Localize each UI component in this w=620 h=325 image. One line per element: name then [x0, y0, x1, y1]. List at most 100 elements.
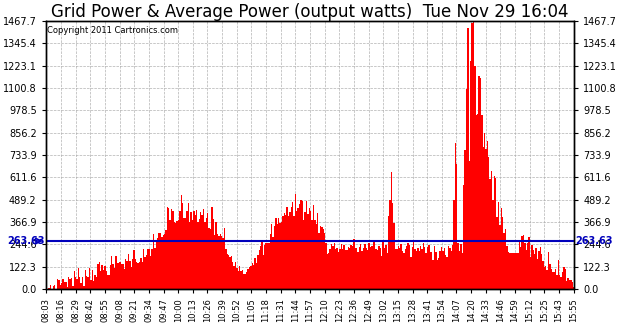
Bar: [481, 115, 482, 289]
Bar: [58, 280, 60, 289]
Bar: [122, 264, 123, 289]
Bar: [570, 280, 572, 289]
Bar: [288, 216, 289, 289]
Bar: [144, 257, 146, 289]
Bar: [210, 229, 211, 289]
Bar: [399, 248, 401, 289]
Bar: [247, 269, 249, 289]
Bar: [353, 239, 355, 289]
Bar: [177, 220, 178, 289]
Bar: [381, 256, 383, 289]
Bar: [92, 270, 93, 289]
Bar: [166, 230, 167, 289]
Bar: [226, 254, 228, 289]
Bar: [260, 246, 261, 289]
Bar: [371, 246, 373, 289]
Bar: [436, 260, 438, 289]
Bar: [139, 262, 140, 289]
Bar: [149, 249, 150, 289]
Bar: [97, 264, 99, 289]
Bar: [403, 253, 405, 289]
Bar: [432, 260, 434, 289]
Bar: [463, 185, 464, 289]
Bar: [498, 202, 499, 289]
Bar: [453, 200, 454, 289]
Bar: [292, 202, 293, 289]
Bar: [531, 245, 533, 289]
Bar: [254, 258, 255, 289]
Bar: [147, 249, 149, 289]
Bar: [142, 262, 143, 289]
Bar: [460, 243, 462, 289]
Bar: [126, 261, 128, 289]
Bar: [228, 255, 229, 289]
Bar: [300, 200, 302, 289]
Bar: [178, 220, 179, 289]
Bar: [234, 266, 235, 289]
Bar: [214, 235, 215, 289]
Bar: [252, 263, 253, 289]
Bar: [510, 253, 512, 289]
Bar: [423, 243, 424, 289]
Bar: [206, 217, 207, 289]
Bar: [549, 264, 551, 289]
Bar: [497, 217, 498, 289]
Bar: [367, 250, 368, 289]
Bar: [272, 238, 274, 289]
Bar: [63, 280, 64, 289]
Bar: [156, 241, 157, 289]
Bar: [306, 202, 308, 289]
Bar: [509, 253, 510, 289]
Bar: [237, 271, 239, 289]
Bar: [420, 246, 422, 289]
Bar: [151, 249, 153, 289]
Bar: [560, 277, 562, 289]
Bar: [505, 229, 506, 289]
Bar: [280, 223, 281, 289]
Bar: [281, 222, 282, 289]
Bar: [396, 249, 397, 289]
Bar: [100, 271, 101, 289]
Bar: [499, 225, 500, 289]
Bar: [164, 234, 166, 289]
Bar: [103, 270, 104, 289]
Bar: [157, 239, 158, 289]
Bar: [324, 233, 326, 289]
Bar: [293, 216, 294, 289]
Bar: [438, 258, 440, 289]
Bar: [332, 246, 334, 289]
Bar: [71, 278, 72, 289]
Bar: [160, 233, 161, 289]
Text: Copyright 2011 Cartronics.com: Copyright 2011 Cartronics.com: [46, 26, 178, 35]
Bar: [343, 245, 345, 289]
Bar: [94, 275, 95, 289]
Bar: [132, 259, 133, 289]
Bar: [559, 275, 560, 289]
Bar: [487, 141, 488, 289]
Bar: [257, 255, 259, 289]
Bar: [441, 247, 442, 289]
Bar: [235, 262, 236, 289]
Bar: [189, 222, 190, 289]
Bar: [427, 247, 428, 289]
Bar: [108, 275, 110, 289]
Bar: [494, 176, 495, 289]
Bar: [383, 242, 384, 289]
Bar: [534, 254, 535, 289]
Bar: [469, 161, 470, 289]
Bar: [115, 256, 117, 289]
Bar: [407, 243, 409, 289]
Bar: [197, 222, 198, 289]
Bar: [175, 223, 177, 289]
Bar: [308, 214, 309, 289]
Bar: [83, 286, 85, 289]
Bar: [245, 274, 246, 289]
Bar: [477, 113, 478, 289]
Bar: [338, 253, 339, 289]
Bar: [125, 259, 126, 289]
Bar: [188, 203, 189, 289]
Bar: [539, 247, 541, 289]
Bar: [111, 256, 112, 289]
Bar: [566, 281, 567, 289]
Bar: [346, 250, 348, 289]
